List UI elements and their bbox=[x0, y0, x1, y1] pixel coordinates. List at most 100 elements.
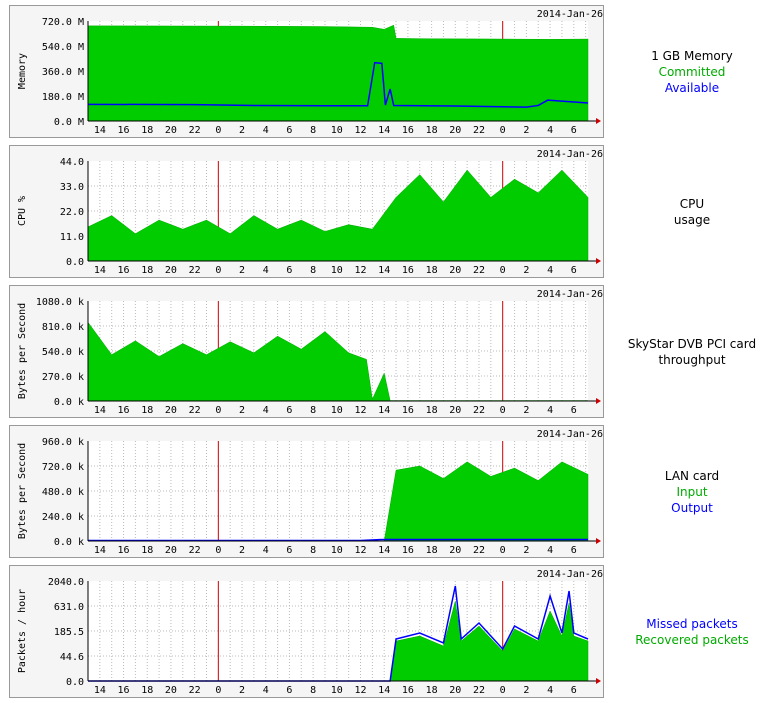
packets-series-missed-packets bbox=[88, 585, 589, 682]
packets-x-tick-label: 18 bbox=[141, 685, 153, 696]
lan-y-axis-title: Bytes per Second bbox=[17, 443, 28, 539]
cpu-y-tick-label: 0.0 bbox=[66, 257, 84, 268]
packets-x-tick-label: 6 bbox=[571, 685, 577, 696]
memory-x-tick-label: 16 bbox=[118, 125, 130, 136]
legend-memory-title: 1 GB Memory bbox=[651, 49, 733, 63]
skystar-x-tick-label: 2 bbox=[239, 405, 245, 416]
memory-x-tick-label: 14 bbox=[94, 125, 106, 136]
cpu-x-tick-label: 10 bbox=[331, 265, 343, 276]
packets-y-tick-label: 631.0 bbox=[54, 602, 84, 613]
skystar-x-tick-label: 20 bbox=[165, 405, 177, 416]
chart-svg-lan: 960.0 k 720.0 k 480.0 k 240.0 k 0.0 k 14 16 18 2… bbox=[17, 429, 603, 556]
lan-x-tick-label: 2 bbox=[239, 545, 245, 556]
memory-y-tick-label: 360.0 M bbox=[42, 67, 84, 78]
memory-x-tick-label: 22 bbox=[189, 125, 201, 136]
skystar-y-tick-label: 810.0 k bbox=[42, 322, 84, 333]
chart-panel-lan: 960.0 k 720.0 k 480.0 k 240.0 k 0.0 k 14 16 18 2… bbox=[9, 425, 604, 558]
legend-packets-missed: Missed packets bbox=[646, 617, 738, 631]
cpu-x-tick-label: 22 bbox=[189, 265, 201, 276]
packets-x-tick-label: 4 bbox=[547, 685, 553, 696]
packets-x-tick-label: 6 bbox=[286, 685, 292, 696]
packets-x-tick-label: 14 bbox=[378, 685, 390, 696]
cpu-x-tick-label: 8 bbox=[310, 265, 316, 276]
skystar-x-tick-label: 6 bbox=[286, 405, 292, 416]
memory-x-tick-label: 20 bbox=[165, 125, 177, 136]
lan-x-tick-label: 20 bbox=[165, 545, 177, 556]
skystar-x-tick-label: 12 bbox=[354, 405, 366, 416]
memory-y-tick-label: 540.0 M bbox=[42, 42, 84, 53]
packets-x-tick-label: 16 bbox=[402, 685, 414, 696]
memory-x-tick-label: 0 bbox=[500, 125, 506, 136]
memory-series-committed bbox=[87, 24, 589, 122]
skystar-y-tick-label: 270.0 k bbox=[42, 372, 84, 383]
packets-x-tick-label: 22 bbox=[473, 685, 485, 696]
legend-skystar: SkyStar DVB PCI card throughput bbox=[612, 336, 772, 368]
lan-x-tick-label: 2 bbox=[523, 545, 529, 556]
lan-x-tick-label: 6 bbox=[286, 545, 292, 556]
skystar-x-tick-label: 20 bbox=[449, 405, 461, 416]
memory-x-tick-label: 2 bbox=[523, 125, 529, 136]
packets-x-tick-label: 10 bbox=[331, 685, 343, 696]
legend-packets-recovered: Recovered packets bbox=[635, 633, 749, 647]
lan-x-tick-label: 18 bbox=[141, 545, 153, 556]
chart-panel-skystar: 1080.0 k 810.0 k 540.0 k 270.0 k 0.0 k 14 16 18… bbox=[9, 285, 604, 418]
skystar-x-tick-label: 22 bbox=[189, 405, 201, 416]
legend-memory-available: Available bbox=[664, 81, 720, 95]
cpu-x-tick-label: 18 bbox=[141, 265, 153, 276]
packets-y-tick-label: 185.5 bbox=[54, 627, 84, 638]
lan-x-tick-label: 8 bbox=[310, 545, 316, 556]
cpu-date-label: 2014-Jan-26 bbox=[537, 149, 603, 160]
lan-x-tick-label: 4 bbox=[263, 545, 269, 556]
memory-axis-arrow-icon bbox=[596, 118, 601, 124]
skystar-x-tick-label: 14 bbox=[378, 405, 390, 416]
lan-x-tick-label: 14 bbox=[378, 545, 390, 556]
lan-date-label: 2014-Jan-26 bbox=[537, 429, 603, 440]
lan-x-tick-label: 16 bbox=[118, 545, 130, 556]
memory-x-tick-label: 2 bbox=[239, 125, 245, 136]
memory-y-tick-label: 720.0 M bbox=[42, 17, 84, 28]
cpu-y-tick-label: 11.0 bbox=[60, 232, 84, 243]
packets-x-tick-label: 20 bbox=[449, 685, 461, 696]
skystar-x-tick-label: 0 bbox=[500, 405, 506, 416]
packets-date-label: 2014-Jan-26 bbox=[537, 569, 603, 580]
legend-cpu-usage: usage bbox=[673, 213, 711, 227]
cpu-x-tick-label: 6 bbox=[571, 265, 577, 276]
cpu-series-usage bbox=[87, 169, 589, 262]
packets-y-tick-label: 0.0 bbox=[66, 677, 84, 688]
chart-panel-cpu: 44.0 33.0 22.0 11.0 0.0 14 16 18 20 22 0 2 4 6 8 10 12 14… bbox=[9, 145, 604, 278]
skystar-x-tick-label: 6 bbox=[571, 405, 577, 416]
packets-y-tick-label: 2040.0 bbox=[48, 577, 84, 588]
lan-x-tick-label: 6 bbox=[571, 545, 577, 556]
lan-x-tick-label: 16 bbox=[402, 545, 414, 556]
legend-skystar-throughput: throughput bbox=[658, 353, 726, 367]
chart-panel-packets: 2040.0 631.0 185.5 44.6 0.0 14 16 18 20 22 0 2 4 6 8 10… bbox=[9, 565, 604, 698]
skystar-x-tick-label: 4 bbox=[263, 405, 269, 416]
skystar-date-label: 2014-Jan-26 bbox=[537, 289, 603, 300]
skystar-y-tick-label: 1080.0 k bbox=[36, 297, 84, 308]
cpu-x-tick-label: 4 bbox=[547, 265, 553, 276]
legend-lan: LAN card Input Output bbox=[612, 468, 772, 516]
legend-memory-committed: Committed bbox=[658, 65, 726, 79]
skystar-x-tick-label: 14 bbox=[94, 405, 106, 416]
cpu-x-tick-label: 20 bbox=[449, 265, 461, 276]
legend-memory: 1 GB Memory Committed Available bbox=[612, 48, 772, 96]
skystar-x-tick-label: 22 bbox=[473, 405, 485, 416]
chart-svg-memory: 720.0 M 540.0 M 360.0 M 180.0 M 0.0 M 14 16 18 2… bbox=[17, 9, 603, 136]
cpu-y-axis-title: CPU % bbox=[17, 196, 28, 226]
lan-x-tick-label: 0 bbox=[215, 545, 221, 556]
packets-x-tick-label: 14 bbox=[94, 685, 106, 696]
cpu-x-tick-label: 16 bbox=[402, 265, 414, 276]
memory-y-axis-title: Memory bbox=[17, 53, 28, 89]
lan-y-tick-label: 720.0 k bbox=[42, 462, 84, 473]
lan-x-tick-label: 4 bbox=[547, 545, 553, 556]
legend-lan-output: Output bbox=[671, 501, 713, 515]
skystar-x-tick-label: 16 bbox=[118, 405, 130, 416]
packets-x-tick-label: 8 bbox=[310, 685, 316, 696]
memory-date-label: 2014-Jan-26 bbox=[537, 9, 603, 20]
cpu-x-tick-label: 4 bbox=[263, 265, 269, 276]
lan-series-output bbox=[88, 538, 588, 542]
memory-y-tick-label: 180.0 M bbox=[42, 92, 84, 103]
packets-y-tick-label: 44.6 bbox=[60, 652, 84, 663]
skystar-x-tick-label: 18 bbox=[426, 405, 438, 416]
memory-x-tick-label: 12 bbox=[354, 125, 366, 136]
